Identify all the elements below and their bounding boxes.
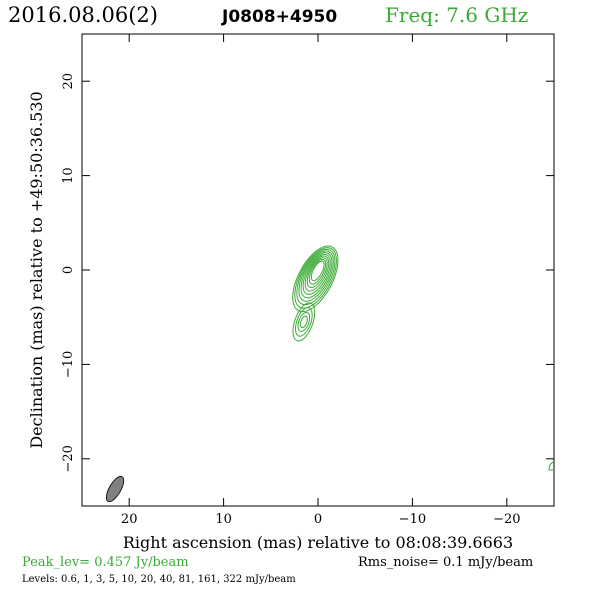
rms-noise: Rms_noise= 0.1 mJy/beam (358, 555, 533, 570)
jet-contour (299, 315, 308, 329)
contour-level (298, 250, 334, 302)
x-tick-label: −10 (399, 512, 426, 527)
contour-level (302, 253, 331, 295)
contour-lines (292, 245, 339, 342)
y-tick-label: −10 (61, 351, 76, 378)
jet-contour (297, 311, 311, 332)
x-tick-label: 10 (215, 512, 232, 527)
source-name: J0808+4950 (221, 7, 337, 27)
observation-date: 2016.08.06(2) (8, 3, 158, 27)
x-tick-label: 0 (314, 512, 322, 527)
contour-level (294, 247, 337, 309)
contour-level (300, 252, 333, 299)
y-axis-label: Declination (mas) relative to +49:50:36.… (27, 91, 46, 448)
contour-level (292, 245, 339, 313)
y-tick-label: 10 (61, 167, 76, 184)
y-tick-label: −20 (61, 445, 76, 472)
y-tick-label: 20 (61, 73, 76, 90)
contour-level (296, 248, 336, 306)
y-tick-labels: 20 10 0 −10 −20 (61, 73, 76, 473)
contour-level (310, 260, 325, 282)
jet-contour (294, 307, 313, 337)
x-tick-labels: 20 10 0 −10 −20 (121, 512, 521, 527)
jet-contour (292, 302, 316, 342)
x-tick-label: 20 (121, 512, 138, 527)
x-axis-label: Right ascension (mas) relative to 08:08:… (123, 533, 513, 552)
edge-contour (548, 461, 555, 471)
axis-ticks (82, 34, 554, 506)
peak-level: Peak_lev= 0.457 Jy/beam (22, 555, 189, 570)
contour-level (304, 255, 330, 292)
contour-levels: Levels: 0.6, 1, 3, 5, 10, 20, 40, 81, 16… (22, 574, 296, 585)
x-tick-label: −20 (493, 512, 520, 527)
frequency-label: Freq: 7.6 GHz (385, 3, 528, 27)
contour-level (308, 258, 327, 285)
beam-ellipse (105, 475, 125, 503)
contour-level (306, 257, 328, 289)
plot-frame (81, 33, 555, 507)
y-tick-label: 0 (61, 266, 76, 274)
